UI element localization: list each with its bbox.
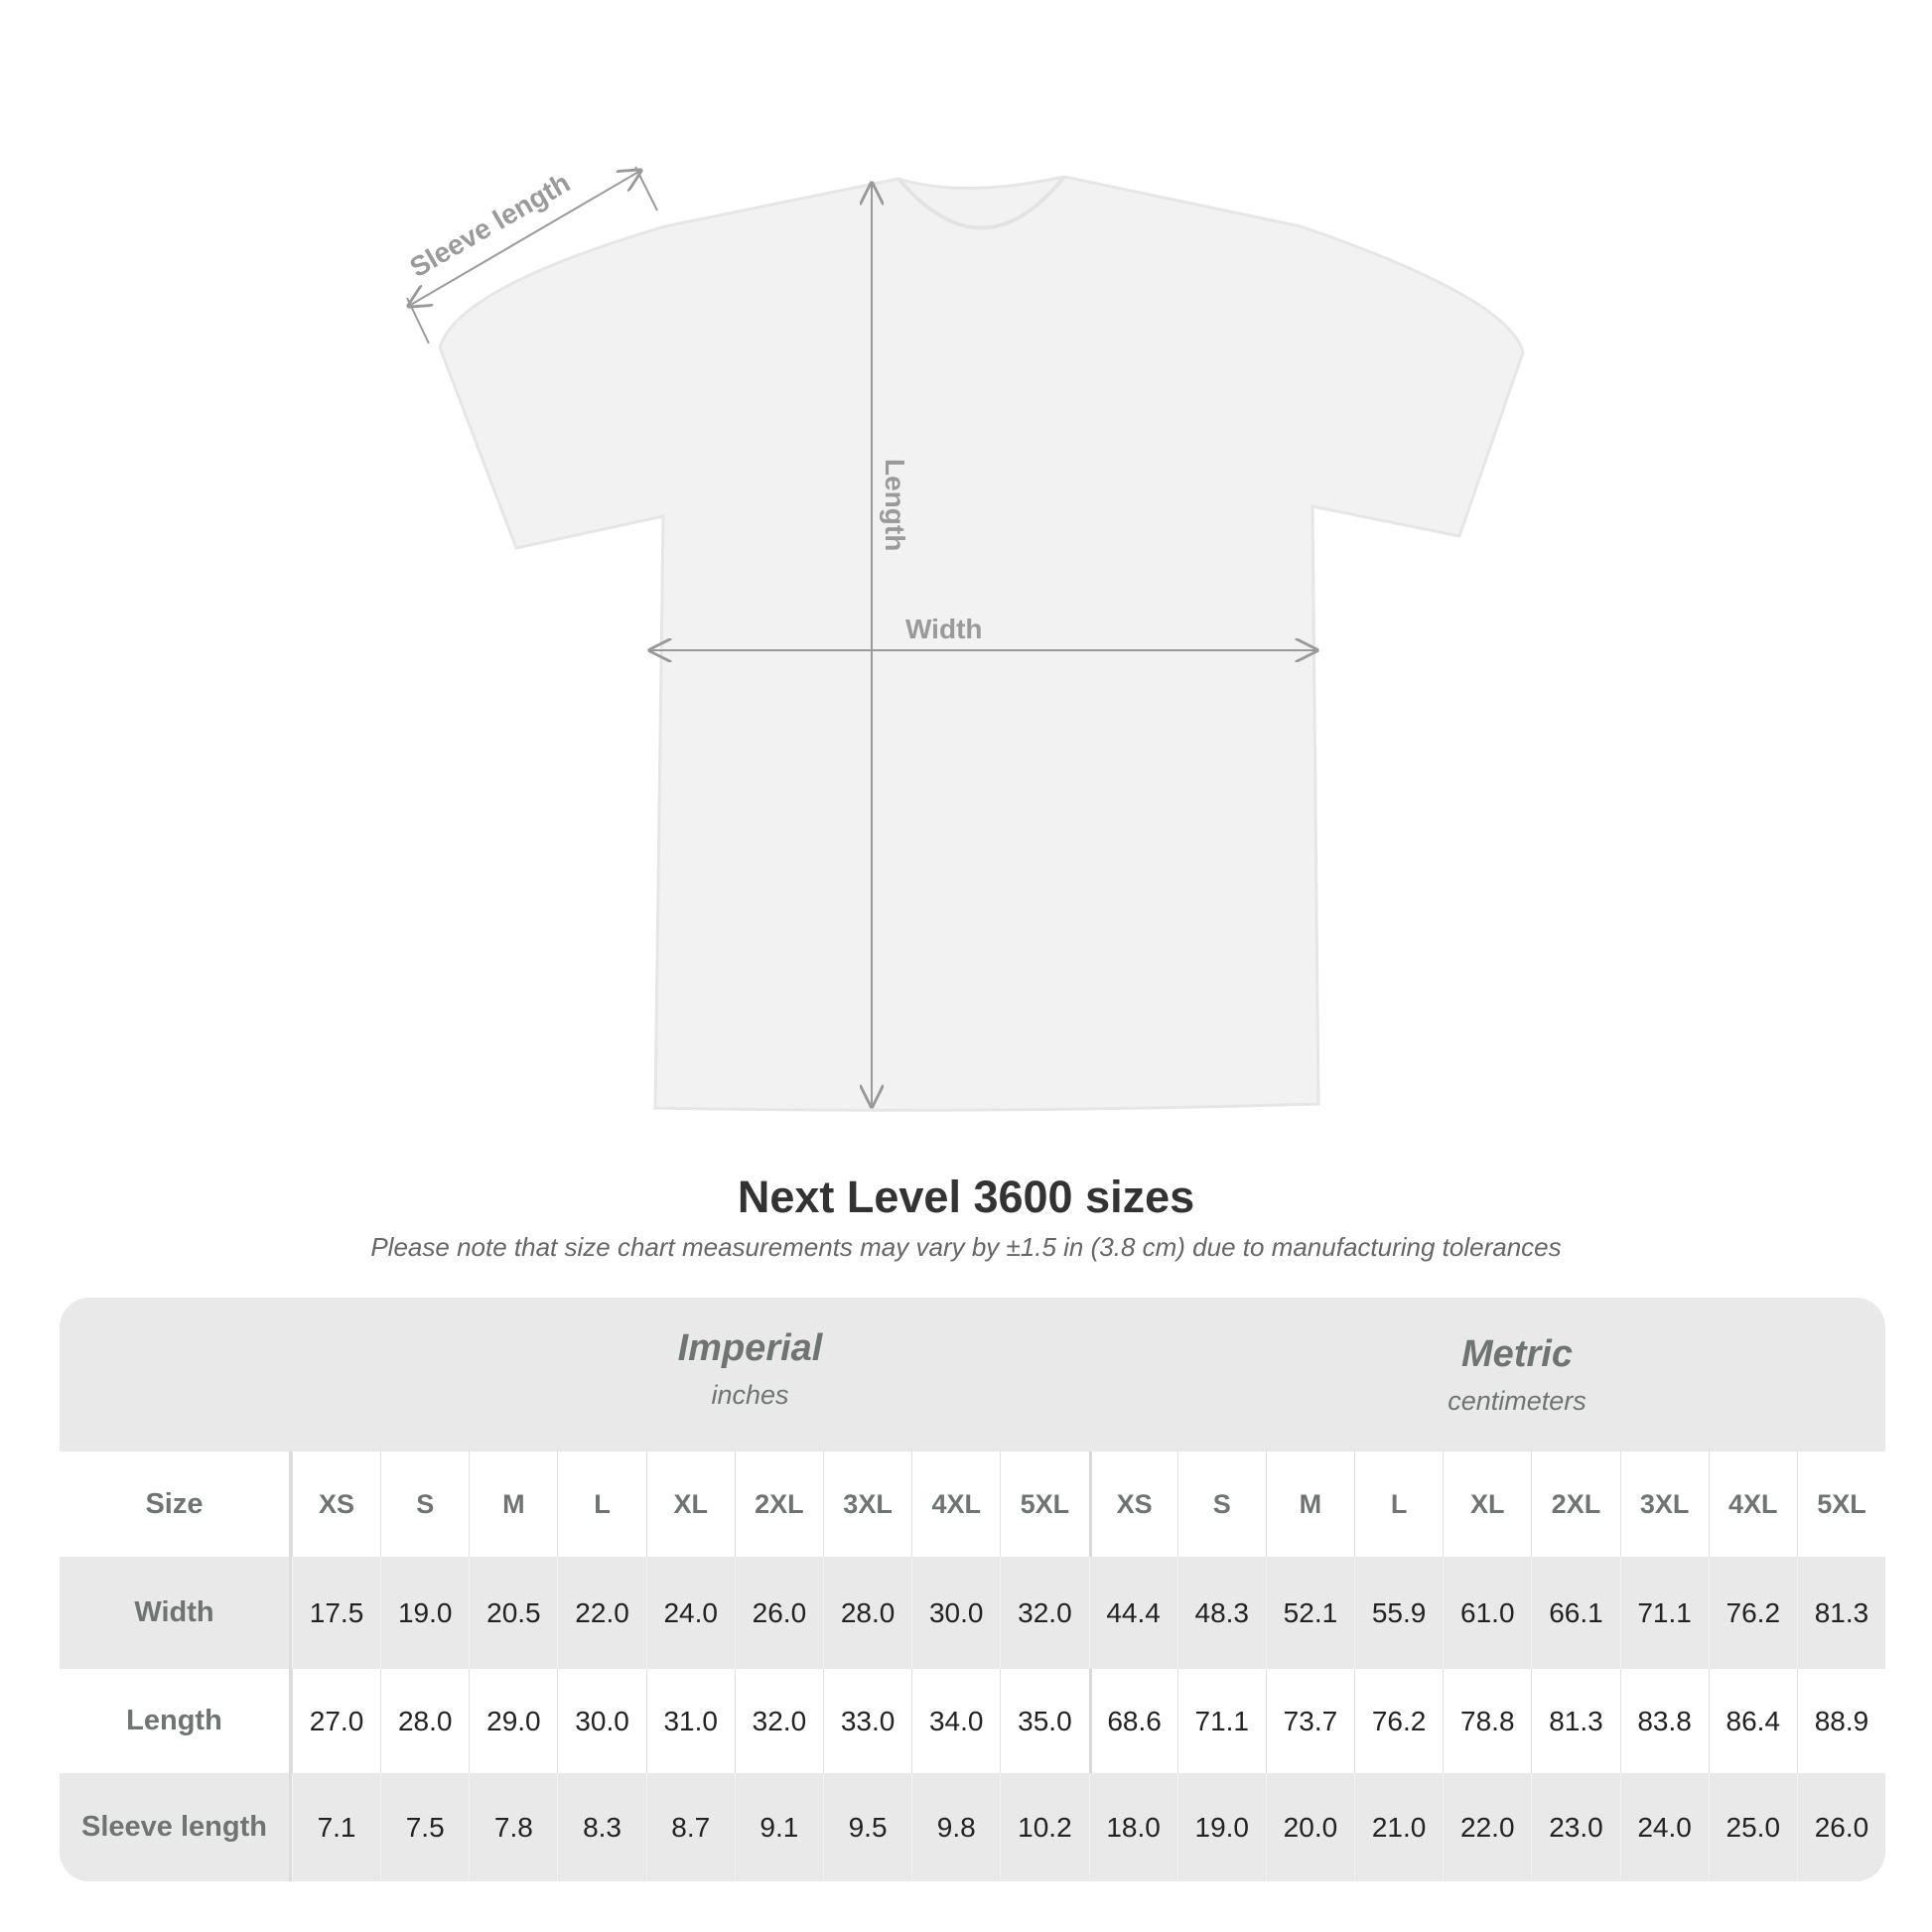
- table-cell-imperial: 32.0: [1000, 1557, 1088, 1669]
- table-cell-metric: 83.8: [1619, 1669, 1709, 1773]
- table-cell-imperial: 17.5: [291, 1557, 380, 1669]
- table-cell-metric: 73.7: [1265, 1669, 1354, 1773]
- size-header-imperial: 3XL: [822, 1451, 911, 1557]
- row-label: Width: [60, 1557, 292, 1669]
- table-cell-imperial: 24.0: [645, 1557, 735, 1669]
- size-header-metric: 4XL: [1708, 1451, 1797, 1557]
- size-header-metric: XS: [1088, 1451, 1177, 1557]
- table-cell-metric: 88.9: [1796, 1669, 1885, 1773]
- table-cell-imperial: 8.7: [645, 1773, 735, 1881]
- table-cell-metric: 19.0: [1176, 1773, 1266, 1881]
- imperial-header: Imperial inches: [351, 1298, 1149, 1451]
- size-header-imperial: XS: [291, 1451, 380, 1557]
- table-cell-metric: 68.6: [1088, 1669, 1177, 1773]
- table-cell-imperial: 7.8: [469, 1773, 557, 1881]
- size-header-imperial: S: [380, 1451, 469, 1557]
- table-cell-imperial: 7.1: [291, 1773, 380, 1881]
- table-cell-imperial: 20.5: [469, 1557, 557, 1669]
- table-cell-metric: 26.0: [1796, 1773, 1885, 1881]
- tshirt-diagram: Sleeve length Length Width: [0, 166, 1525, 1112]
- table-cell-imperial: 9.1: [734, 1773, 823, 1881]
- table-cell-metric: 86.4: [1708, 1669, 1797, 1773]
- size-header-imperial: 2XL: [734, 1451, 823, 1557]
- table-cell-imperial: 32.0: [734, 1669, 823, 1773]
- size-header-metric: M: [1265, 1451, 1354, 1557]
- size-header-row: Size XS S M L XL 2XL 3XL 4XL 5XL XS S M L XL 2XL 3XL 4XL 5…: [60, 1451, 1885, 1557]
- table-cell-imperial: 28.0: [380, 1669, 469, 1773]
- size-header-metric: S: [1176, 1451, 1266, 1557]
- row-label: Length: [60, 1669, 292, 1773]
- table-cell-imperial: 27.0: [291, 1669, 380, 1773]
- table-cell-imperial: 29.0: [469, 1669, 557, 1773]
- table-cell-metric: 23.0: [1531, 1773, 1619, 1881]
- table-cell-metric: 81.3: [1531, 1669, 1619, 1773]
- table-cell-imperial: 26.0: [734, 1557, 823, 1669]
- table-cell-metric: 55.9: [1354, 1557, 1443, 1669]
- table-cell-metric: 71.1: [1619, 1557, 1709, 1669]
- table-cell-metric: 81.3: [1796, 1557, 1885, 1669]
- size-header-metric: 3XL: [1619, 1451, 1709, 1557]
- table-row: Width 17.5 19.0 20.5 22.0 24.0 26.0 28.0 30.0 32.…: [60, 1557, 1885, 1669]
- table-cell-imperial: 9.8: [911, 1773, 1000, 1881]
- metric-label: Metric: [1461, 1333, 1573, 1375]
- size-table: Imperial inches Metric centimeters Size X…: [60, 1298, 1885, 1881]
- metric-unit: centimeters: [1448, 1386, 1587, 1416]
- size-header-imperial: XL: [645, 1451, 735, 1557]
- table-cell-imperial: 9.5: [822, 1773, 911, 1881]
- sleeve-length-line: [409, 171, 640, 306]
- table-cell-metric: 44.4: [1088, 1557, 1177, 1669]
- table-cell-metric: 61.0: [1443, 1557, 1531, 1669]
- size-header-metric: XL: [1443, 1451, 1531, 1557]
- size-header-imperial: L: [557, 1451, 645, 1557]
- length-label: Length: [880, 459, 910, 551]
- table-cell-imperial: 30.0: [557, 1669, 645, 1773]
- size-header-metric: L: [1354, 1451, 1443, 1557]
- table-cell-metric: 22.0: [1443, 1773, 1531, 1881]
- size-header-imperial: 5XL: [1000, 1451, 1088, 1557]
- table-cell-metric: 76.2: [1708, 1557, 1797, 1669]
- table-cell-imperial: 28.0: [822, 1557, 911, 1669]
- metric-header: Metric centimeters: [1149, 1298, 1885, 1451]
- imperial-label: Imperial: [677, 1327, 823, 1369]
- imperial-unit: inches: [711, 1380, 789, 1410]
- table-row: Sleeve length 7.1 7.5 7.8 8.3 8.7 9.1 9.5 9.8 10.…: [60, 1773, 1885, 1881]
- table-cell-imperial: 10.2: [1000, 1773, 1088, 1881]
- table-cell-imperial: 22.0: [557, 1557, 645, 1669]
- table-cell-imperial: 30.0: [911, 1557, 1000, 1669]
- table-cell-imperial: 7.5: [380, 1773, 469, 1881]
- table-cell-metric: 25.0: [1708, 1773, 1797, 1881]
- page-title: Next Level 3600 sizes: [737, 1172, 1195, 1222]
- table-cell-imperial: 31.0: [645, 1669, 735, 1773]
- table-cell-metric: 76.2: [1354, 1669, 1443, 1773]
- row-label: Sleeve length: [60, 1773, 292, 1881]
- width-label: Width: [905, 614, 983, 644]
- table-row: Length 27.0 28.0 29.0 30.0 31.0 32.0 33.0 34.0 35…: [60, 1669, 1885, 1773]
- table-cell-metric: 71.1: [1176, 1669, 1266, 1773]
- table-cell-imperial: 34.0: [911, 1669, 1000, 1773]
- row-label: Size: [60, 1451, 292, 1557]
- table-cell-metric: 20.0: [1265, 1773, 1354, 1881]
- collar: [897, 175, 1066, 230]
- table-cell-imperial: 8.3: [557, 1773, 645, 1881]
- table-cell-metric: 78.8: [1443, 1669, 1531, 1773]
- table-cell-imperial: 33.0: [822, 1669, 911, 1773]
- table-cell-metric: 52.1: [1265, 1557, 1354, 1669]
- table-cell-metric: 66.1: [1531, 1557, 1619, 1669]
- size-header-imperial: M: [469, 1451, 557, 1557]
- table-cell-metric: 48.3: [1176, 1557, 1266, 1669]
- size-header-metric: 5XL: [1796, 1451, 1885, 1557]
- table-cell-metric: 24.0: [1619, 1773, 1709, 1881]
- size-header-imperial: 4XL: [911, 1451, 1000, 1557]
- size-header-metric: 2XL: [1531, 1451, 1619, 1557]
- table-cell-metric: 18.0: [1088, 1773, 1177, 1881]
- tolerance-note: Please note that size chart measurements…: [370, 1232, 1562, 1262]
- table-cell-imperial: 19.0: [380, 1557, 469, 1669]
- table-cell-imperial: 35.0: [1000, 1669, 1088, 1773]
- table-cell-metric: 21.0: [1354, 1773, 1443, 1881]
